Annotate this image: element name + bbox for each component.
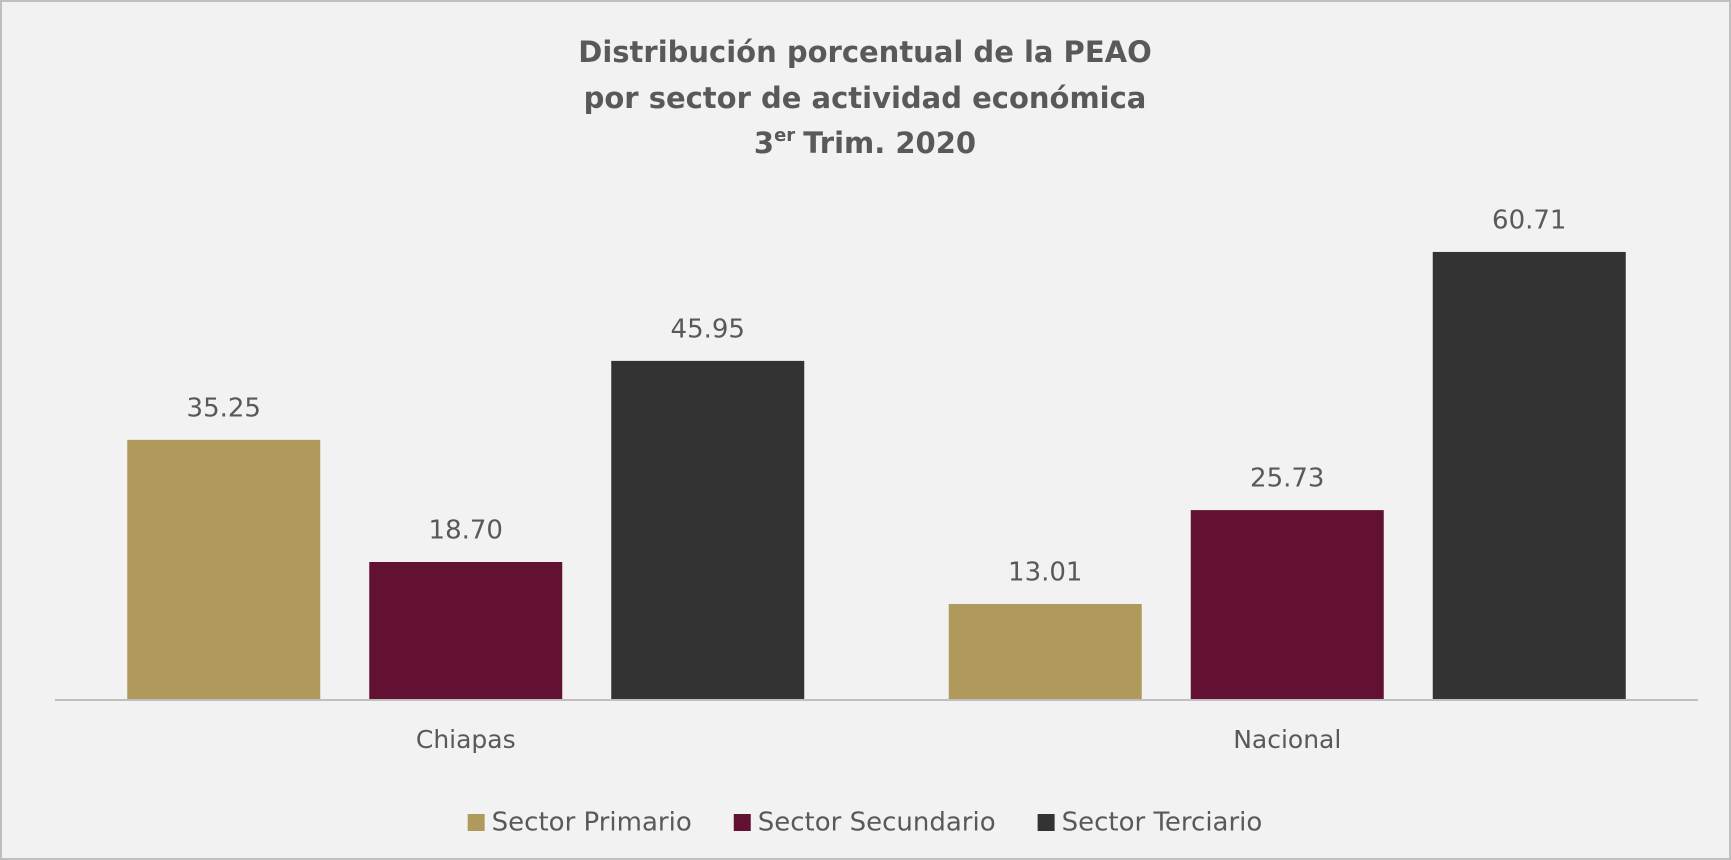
legend-label: Sector Primario — [492, 808, 692, 838]
title-line: Distribución porcentual de la PEAO — [578, 35, 1151, 69]
title-line: por sector de actividad económica — [584, 81, 1147, 115]
legend-swatch — [1037, 814, 1055, 831]
x-tick-label: Chiapas — [416, 725, 516, 754]
legend-swatch — [733, 814, 751, 831]
bar — [1432, 251, 1626, 700]
bar — [369, 561, 563, 700]
data-label: 60.71 — [1492, 205, 1566, 235]
bar — [611, 360, 805, 700]
data-label: 18.70 — [429, 515, 503, 545]
data-label: 45.95 — [671, 314, 745, 344]
data-label: 13.01 — [1008, 557, 1082, 587]
bar — [1190, 510, 1384, 700]
legend-label: Sector Secundario — [758, 808, 996, 838]
data-label: 25.73 — [1250, 464, 1324, 494]
title-line: 3er Trim. 2020 — [754, 125, 976, 160]
title-part: Trim. 2020 — [803, 126, 976, 160]
legend-label: Sector Terciario — [1062, 808, 1263, 838]
bar — [948, 603, 1142, 700]
title-part: 3 — [754, 126, 774, 160]
title-superscript: er — [774, 125, 795, 146]
bar — [127, 439, 321, 700]
legend-swatch — [467, 814, 485, 831]
chart-title: Distribución porcentual de la PEAO por s… — [578, 35, 1151, 160]
x-tick-label: Nacional — [1233, 725, 1341, 754]
data-label: 35.25 — [187, 393, 261, 423]
